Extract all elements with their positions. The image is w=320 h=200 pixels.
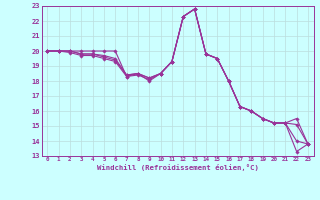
X-axis label: Windchill (Refroidissement éolien,°C): Windchill (Refroidissement éolien,°C) bbox=[97, 164, 259, 171]
